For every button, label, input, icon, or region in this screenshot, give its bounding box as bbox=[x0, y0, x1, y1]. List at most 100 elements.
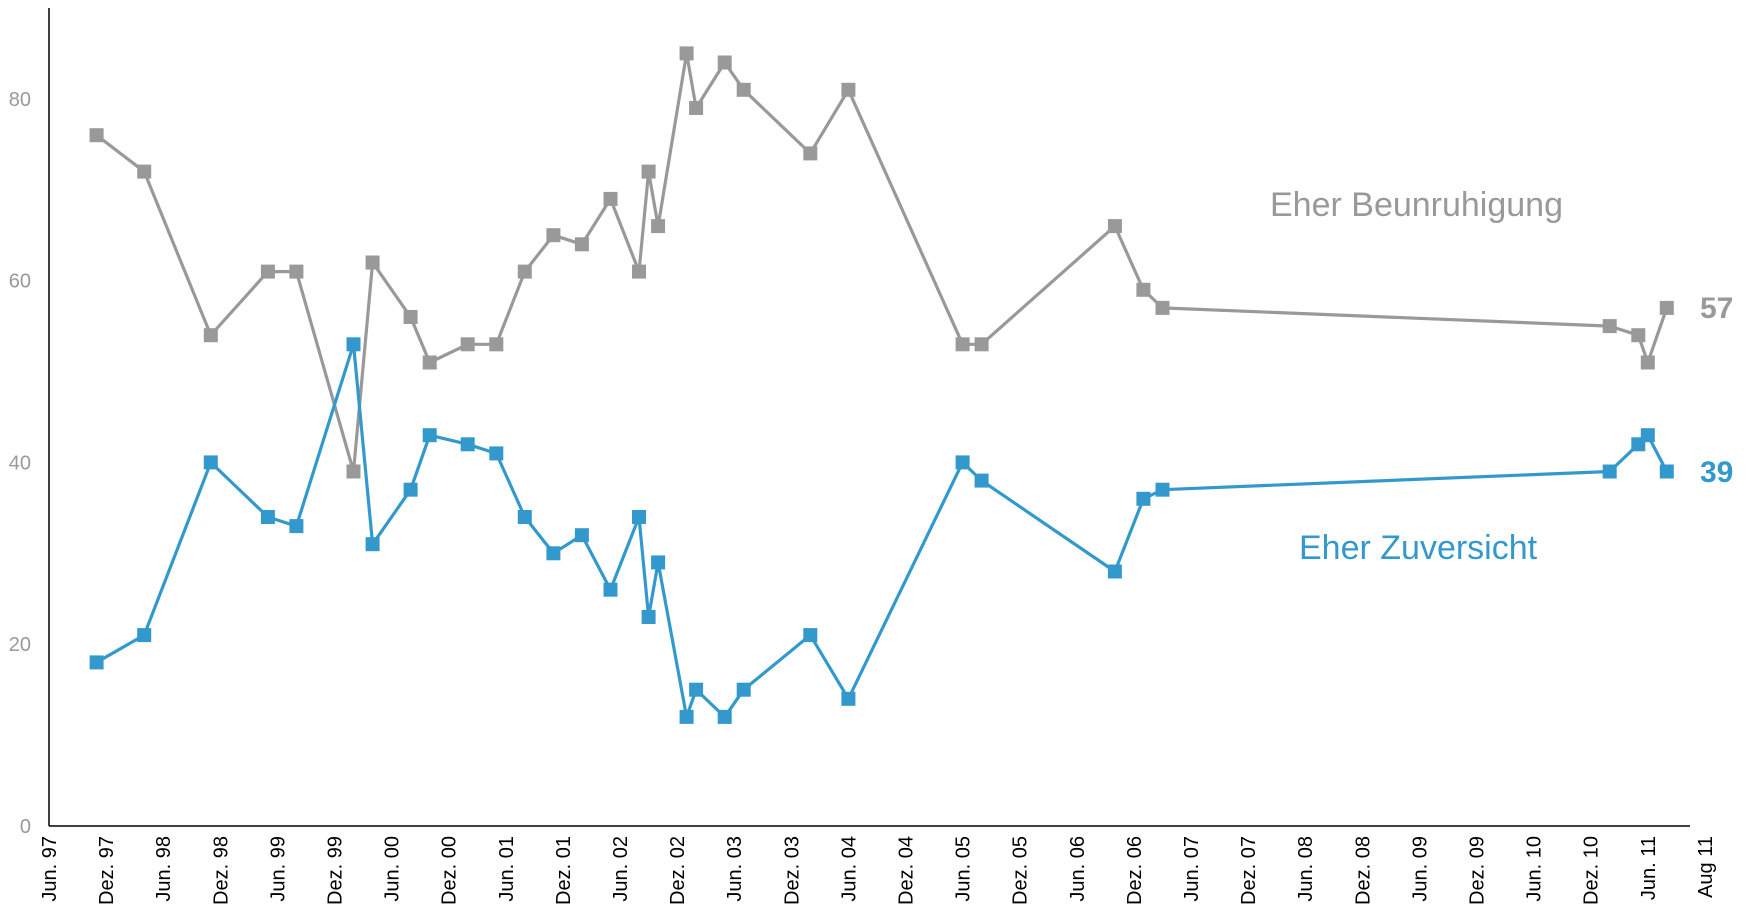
x-tick-label: Jun. 10 bbox=[1524, 836, 1546, 902]
x-tick-label: Jun. 99 bbox=[267, 836, 289, 902]
x-tick-label: Jun. 04 bbox=[838, 836, 860, 902]
data-point bbox=[260, 510, 275, 524]
data-point bbox=[1107, 564, 1122, 579]
axes bbox=[48, 8, 1690, 827]
x-tick-label: Dez. 00 bbox=[439, 836, 461, 905]
data-point bbox=[717, 55, 732, 70]
data-point bbox=[736, 82, 751, 97]
data-point bbox=[260, 264, 275, 279]
data-point bbox=[974, 473, 989, 488]
x-tick-label: Dez. 10 bbox=[1581, 836, 1603, 905]
data-point bbox=[403, 310, 418, 324]
data-point bbox=[736, 682, 751, 697]
data-point bbox=[974, 337, 989, 352]
x-tick-label: Dez. 08 bbox=[1352, 836, 1374, 905]
data-point bbox=[289, 264, 304, 279]
x-tick-label: Dez. 97 bbox=[96, 836, 118, 905]
y-tick-label: 80 bbox=[9, 89, 31, 111]
data-point bbox=[89, 655, 104, 670]
data-point bbox=[1659, 300, 1674, 315]
data-point bbox=[489, 446, 504, 461]
x-tick-label: Jun. 09 bbox=[1409, 836, 1431, 902]
x-tick-label: Jun. 97 bbox=[39, 836, 61, 902]
data-point bbox=[137, 628, 152, 643]
x-tick-label: Dez. 01 bbox=[553, 836, 575, 905]
y-tick-labels: 0 20 40 60 80 bbox=[9, 89, 31, 838]
data-point bbox=[632, 510, 646, 524]
x-tick-label: Dez. 98 bbox=[210, 836, 232, 905]
data-point bbox=[422, 428, 437, 443]
series-lines bbox=[95, 51, 1669, 719]
data-point bbox=[574, 528, 589, 543]
x-tick-label: Dez. 09 bbox=[1467, 836, 1489, 905]
data-point bbox=[603, 582, 618, 597]
data-point bbox=[1155, 300, 1170, 315]
data-point bbox=[460, 337, 475, 352]
data-point bbox=[489, 337, 504, 352]
data-point bbox=[632, 264, 646, 279]
data-point bbox=[137, 164, 152, 179]
data-point bbox=[689, 682, 704, 697]
data-point bbox=[1602, 319, 1617, 334]
data-point bbox=[679, 46, 694, 61]
data-point bbox=[1602, 464, 1617, 479]
data-point bbox=[1640, 428, 1655, 443]
data-point bbox=[1107, 219, 1122, 234]
data-point bbox=[1136, 282, 1151, 297]
data-point bbox=[403, 482, 418, 497]
x-tick-label: Dez. 04 bbox=[896, 836, 918, 905]
data-point bbox=[803, 146, 818, 161]
data-point bbox=[1640, 355, 1655, 370]
data-point bbox=[203, 328, 218, 343]
data-point bbox=[641, 610, 656, 624]
x-tick-label: Aug 11 bbox=[1695, 836, 1717, 898]
x-tick-label: Jun. 08 bbox=[1295, 836, 1317, 902]
x-tick-label: Jun. 98 bbox=[153, 836, 175, 902]
data-point bbox=[365, 537, 380, 552]
series-label-zuversicht: Eher Zuversicht bbox=[1299, 529, 1538, 567]
data-point bbox=[641, 164, 656, 179]
x-tick-label: Jun. 01 bbox=[496, 836, 518, 902]
x-tick-label: Dez. 02 bbox=[667, 836, 689, 905]
data-point bbox=[841, 82, 856, 97]
x-tick-label: Dez. 07 bbox=[1238, 836, 1260, 905]
x-tick-label: Dez. 06 bbox=[1124, 836, 1146, 905]
data-point bbox=[955, 337, 970, 352]
x-tick-label: Jun. 06 bbox=[1067, 836, 1089, 902]
data-point bbox=[841, 691, 856, 706]
x-tick-label: Jun. 11 bbox=[1638, 836, 1660, 900]
x-tick-label: Dez. 03 bbox=[781, 836, 803, 905]
data-point bbox=[546, 546, 561, 561]
data-point bbox=[422, 355, 437, 370]
y-tick-label: 40 bbox=[9, 452, 31, 474]
x-tick-labels: Jun. 97 Dez. 97 Jun. 98 Dez. 98 Jun. 99 Dez. … bbox=[39, 836, 1717, 905]
data-point bbox=[1155, 482, 1170, 497]
data-point bbox=[1136, 491, 1151, 506]
data-point bbox=[689, 101, 704, 115]
data-point bbox=[651, 555, 666, 570]
data-point bbox=[803, 628, 818, 643]
x-tick-label: Jun. 03 bbox=[724, 836, 746, 902]
x-tick-label: Dez. 05 bbox=[1010, 836, 1032, 905]
series-markers bbox=[89, 46, 1674, 724]
data-point bbox=[365, 255, 380, 270]
data-point bbox=[1659, 464, 1674, 479]
y-tick-label: 20 bbox=[9, 634, 31, 656]
x-tick-label: Jun. 00 bbox=[382, 836, 404, 902]
data-point bbox=[679, 709, 694, 724]
series-label-beunruhigung: Eher Beunruhigung bbox=[1270, 186, 1563, 224]
x-tick-label: Jun. 07 bbox=[1181, 836, 1203, 902]
data-point bbox=[346, 337, 361, 352]
x-tick-label: Dez. 99 bbox=[325, 836, 347, 905]
data-point bbox=[955, 455, 970, 470]
x-tick-label: Jun. 05 bbox=[953, 836, 975, 902]
series-labels: Eher Beunruhigung Eher Zuversicht 57 39 bbox=[1270, 186, 1733, 567]
data-point bbox=[517, 510, 532, 524]
data-point bbox=[546, 228, 561, 243]
data-point bbox=[89, 128, 104, 143]
data-point bbox=[574, 237, 589, 252]
data-point bbox=[603, 191, 618, 206]
data-point bbox=[651, 219, 666, 234]
data-point bbox=[1631, 328, 1646, 343]
